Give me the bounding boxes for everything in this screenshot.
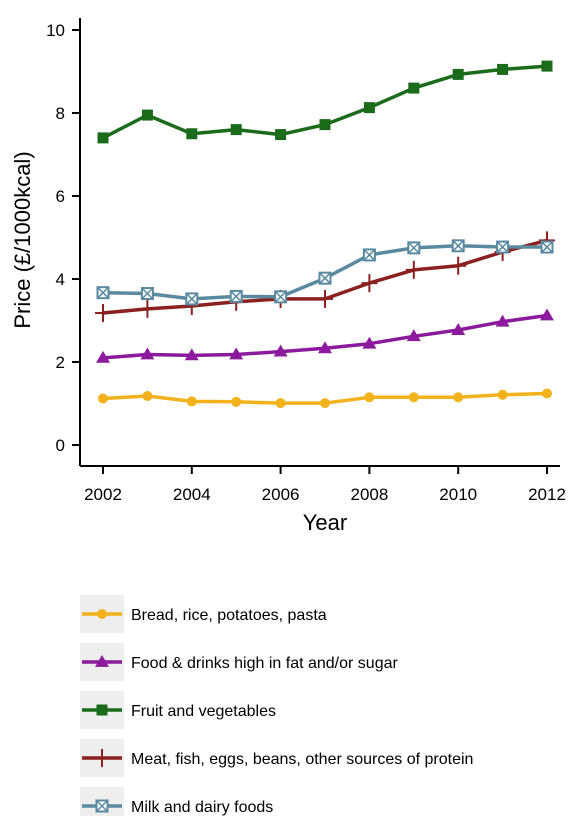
data-point — [184, 348, 199, 361]
data-point — [141, 109, 153, 121]
data-point — [406, 329, 421, 342]
data-point — [364, 392, 375, 403]
legend-label: Bread, rice, potatoes, pasta — [131, 607, 327, 624]
x2 — [452, 239, 465, 252]
data-point — [362, 336, 377, 349]
data-point — [496, 240, 510, 254]
x2 — [318, 272, 332, 285]
x-tick-label: 2010 — [439, 485, 477, 504]
data-point — [96, 350, 110, 363]
data-point — [405, 260, 422, 279]
x2 — [363, 248, 376, 261]
data-point — [142, 391, 153, 402]
x-tick-label: 2006 — [262, 485, 300, 504]
data-point — [408, 392, 419, 403]
data-point — [229, 347, 244, 360]
x-tick-label: 2002 — [84, 485, 122, 504]
y-axis-title: Price (£/1000kcal) — [10, 151, 35, 328]
x-tick-label: 2012 — [528, 485, 566, 504]
data-point — [274, 290, 288, 304]
series-3 — [97, 60, 553, 144]
data-point — [540, 240, 554, 254]
series-5 — [96, 239, 554, 306]
x2 — [141, 287, 154, 300]
data-point — [186, 128, 198, 140]
data-point — [451, 323, 466, 335]
data-point — [497, 63, 509, 75]
x2 — [230, 290, 243, 303]
data-point — [319, 119, 331, 131]
data-point — [231, 396, 242, 407]
data-point — [98, 393, 108, 404]
data-point — [320, 398, 330, 409]
data-point — [230, 124, 242, 136]
data-point — [317, 289, 333, 308]
data-point — [541, 60, 553, 72]
data-point — [452, 68, 464, 80]
data-point — [139, 299, 156, 318]
data-point — [96, 286, 110, 300]
series-1 — [98, 388, 552, 409]
y-tick-label: 4 — [56, 270, 65, 289]
legend-label: Food & drinks high in fat and/or sugar — [131, 655, 398, 672]
data-point — [361, 274, 378, 293]
data-point — [408, 82, 420, 94]
legend-label: Fruit and vegetables — [131, 703, 276, 720]
legend-marker — [94, 749, 110, 767]
data-point — [450, 256, 467, 275]
data-point — [363, 102, 375, 114]
x2 — [185, 292, 198, 305]
series-2 — [96, 308, 554, 363]
data-point — [140, 347, 155, 360]
x2 — [95, 799, 109, 813]
legend-label: Meat, fish, eggs, beans, other sources o… — [131, 751, 473, 768]
y-tick-label: 8 — [56, 104, 65, 123]
data-point — [140, 287, 154, 301]
x2 — [496, 241, 509, 254]
data-point — [275, 398, 286, 409]
data-point — [451, 239, 465, 253]
data-point — [495, 314, 510, 327]
data-point — [542, 388, 552, 399]
x2 — [540, 241, 554, 254]
data-point — [186, 396, 197, 407]
data-point — [362, 248, 376, 262]
legend-label: Milk and dairy foods — [131, 799, 273, 816]
x2 — [407, 241, 420, 254]
data-point — [229, 289, 243, 303]
x2 — [274, 290, 287, 303]
data-point — [407, 241, 421, 255]
data-point — [185, 292, 199, 306]
y-tick-label: 0 — [56, 436, 65, 455]
legend: Bread, rice, potatoes, pasta Food & drink… — [80, 595, 473, 816]
data-point — [453, 392, 464, 403]
data-point — [97, 132, 109, 144]
data-point — [497, 389, 508, 400]
axes: 0 2 4 6 8 10 2002 2004 2006 2008 2010 2012 Year Price… — [10, 18, 566, 535]
data-point — [273, 344, 288, 357]
data-point — [275, 129, 287, 141]
data-point — [540, 308, 554, 321]
y-tick-label: 10 — [46, 21, 65, 40]
legend-marker — [95, 799, 109, 813]
x-tick-label: 2004 — [173, 485, 211, 504]
x-axis-title: Year — [303, 510, 347, 535]
legend-marker — [97, 609, 107, 619]
legend-marker — [96, 704, 108, 716]
x2 — [96, 286, 110, 299]
data-point — [95, 304, 111, 323]
data-point — [318, 341, 332, 354]
data-point — [318, 271, 332, 285]
y-tick-label: 6 — [56, 187, 65, 206]
y-tick-label: 2 — [56, 353, 65, 372]
legend-marker — [95, 655, 109, 667]
x-tick-label: 2008 — [350, 485, 388, 504]
